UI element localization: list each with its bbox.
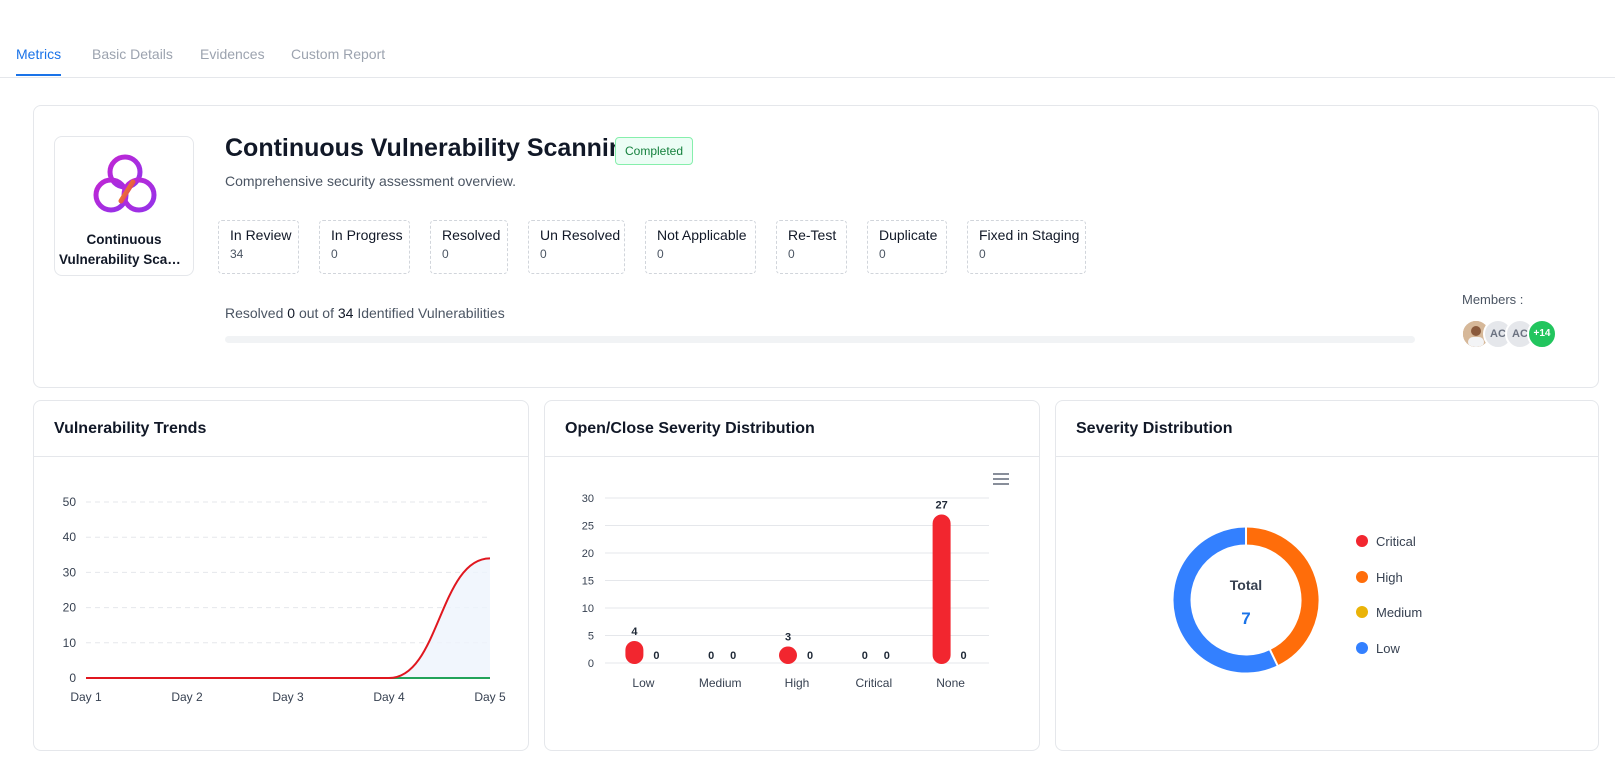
project-subtitle: Comprehensive security assessment overvi… xyxy=(225,173,517,189)
severity-donut-chart: Total 7 xyxy=(1173,526,1319,673)
stat-re-test: Re-Test 0 xyxy=(776,220,847,274)
donut-center-value: 7 xyxy=(1241,609,1250,628)
bar xyxy=(779,646,797,664)
resolved-progress-bar xyxy=(225,336,1415,343)
legend-dot xyxy=(1356,535,1368,547)
donut-center-label: Total xyxy=(1230,577,1262,593)
person-photo-icon xyxy=(1463,321,1489,347)
x-tick-label: Day 3 xyxy=(272,690,304,704)
x-tick-label: Day 1 xyxy=(70,690,102,704)
vulnerability-trends-chart: 0 10 20 30 40 50 Day 1 Day 2 Day 3 Day 4 Day 5 xyxy=(63,495,506,704)
x-tick-label: Medium xyxy=(699,676,742,690)
y-tick-label: 5 xyxy=(588,631,594,643)
data-label: 0 xyxy=(708,650,714,662)
x-tick-label: High xyxy=(785,676,810,690)
y-tick-label: 10 xyxy=(582,603,594,615)
member-avatar-photo[interactable] xyxy=(1461,319,1491,349)
legend-item[interactable]: High xyxy=(1356,570,1403,585)
data-label: 4 xyxy=(631,626,638,638)
y-tick-label: 0 xyxy=(69,671,76,685)
stat-un-resolved: Un Resolved 0 xyxy=(528,220,625,274)
data-label: 0 xyxy=(730,650,736,662)
y-tick-label: 15 xyxy=(582,576,594,588)
legend-label: Critical xyxy=(1376,534,1416,549)
y-tick-label: 10 xyxy=(63,636,77,650)
stat-duplicate: Duplicate 0 xyxy=(867,220,947,274)
members-more-badge[interactable]: +14 xyxy=(1527,319,1557,349)
legend-dot xyxy=(1356,641,1368,654)
resolved-summary: Resolved 0 out of 34 Identified Vulnerab… xyxy=(225,305,505,321)
legend-dot xyxy=(1356,570,1368,583)
project-logo-box: Continuous Vulnerability Scanning xyxy=(54,136,194,276)
legend-dot xyxy=(1356,606,1368,618)
legend-label: High xyxy=(1376,569,1403,585)
chart-title: Open/Close Severity Distribution xyxy=(565,420,815,437)
pie-slice xyxy=(1173,527,1278,673)
chart-title: Vulnerability Trends xyxy=(54,420,207,437)
stat-resolved: Resolved 0 xyxy=(430,220,508,274)
project-overview-card: Continuous Vulnerability Scanning Contin… xyxy=(33,105,1599,388)
data-label: 27 xyxy=(935,500,947,512)
y-tick-label: 30 xyxy=(63,565,77,579)
stat-in-review: In Review 34 xyxy=(218,220,299,274)
data-label: 0 xyxy=(884,650,890,662)
x-tick-label: Day 5 xyxy=(474,690,506,704)
bar xyxy=(932,514,951,664)
legend-item[interactable]: Medium xyxy=(1356,605,1422,620)
x-tick-label: None xyxy=(936,676,965,690)
x-tick-label: Critical xyxy=(855,676,892,690)
tab-metrics[interactable]: Metrics xyxy=(16,46,62,76)
y-tick-label: 0 xyxy=(588,658,594,670)
y-tick-label: 20 xyxy=(63,601,77,615)
data-label: 0 xyxy=(807,650,813,662)
divider xyxy=(34,456,528,457)
y-tick-label: 40 xyxy=(63,530,77,544)
divider xyxy=(1056,456,1598,457)
x-tick-label: Day 4 xyxy=(373,690,405,704)
y-tick-label: 30 xyxy=(582,493,594,505)
severity-distribution-card: Severity Distribution Total 7 Critical Hig… xyxy=(1055,400,1599,751)
x-tick-label: Low xyxy=(632,676,654,690)
tab-bar: Metrics Basic Details Evidences Custom R… xyxy=(0,0,1615,78)
members-label: Members : xyxy=(1462,292,1524,307)
series-area xyxy=(86,558,490,678)
project-title: Continuous Vulnerability Scanning xyxy=(225,134,640,162)
y-tick-label: 20 xyxy=(582,548,594,560)
stat-not-applicable: Not Applicable 0 xyxy=(645,220,756,274)
project-logo-label: Continuous Vulnerability Scanning xyxy=(59,232,189,267)
data-label: 0 xyxy=(862,650,868,662)
legend-label: Low xyxy=(1376,640,1400,656)
data-label: 0 xyxy=(653,650,659,662)
chart-title: Severity Distribution xyxy=(1076,420,1233,437)
legend-label: Medium xyxy=(1376,605,1423,620)
y-tick-label: 50 xyxy=(63,495,77,509)
divider xyxy=(545,456,1039,457)
data-label: 0 xyxy=(961,650,967,662)
stat-fixed-in-staging: Fixed in Staging 0 xyxy=(967,220,1086,274)
series-line xyxy=(86,557,491,679)
x-tick-label: Day 2 xyxy=(171,690,203,704)
bar xyxy=(625,641,644,664)
legend-item[interactable]: Low xyxy=(1356,641,1400,656)
project-logo-icon xyxy=(93,154,157,213)
open-close-severity-card: Open/Close Severity Distribution 0 5 10 15 2… xyxy=(544,400,1040,751)
tab-evidences[interactable]: Evidences xyxy=(200,46,265,62)
stat-in-progress: In Progress 0 xyxy=(319,220,410,274)
data-label: 3 xyxy=(785,632,791,644)
y-tick-label: 25 xyxy=(582,521,594,533)
tab-basic-details[interactable]: Basic Details xyxy=(92,46,173,62)
legend-item[interactable]: Critical xyxy=(1356,534,1416,549)
status-badge: Completed xyxy=(615,137,694,165)
pie-slice xyxy=(1245,527,1319,666)
tab-custom-report[interactable]: Custom Report xyxy=(291,46,386,62)
vulnerability-trends-card: Vulnerability Trends 0 10 20 30 40 50 Day 1 Day… xyxy=(33,400,529,751)
hamburger-icon[interactable] xyxy=(993,473,1009,485)
